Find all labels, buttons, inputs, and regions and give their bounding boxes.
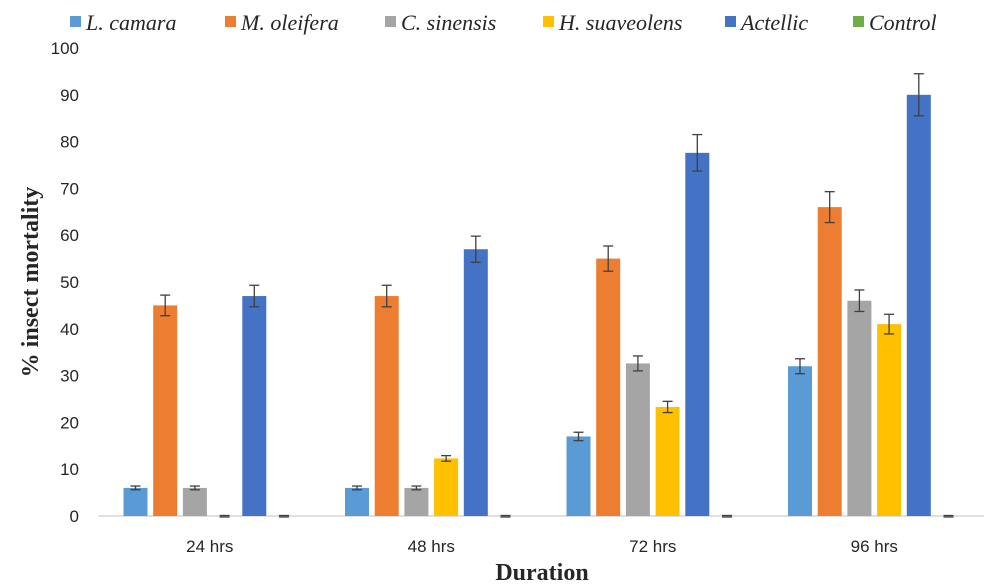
y-axis-title: % insect mortality	[18, 187, 44, 378]
y-tick-label: 0	[70, 507, 79, 526]
error-bar	[884, 313, 895, 335]
legend-swatch	[385, 16, 396, 27]
bar-h-suaveolens-72-hrs	[655, 406, 680, 516]
error-bar	[279, 514, 289, 518]
error-bar	[913, 73, 924, 117]
bar-m-oleifera-96-hrs	[817, 207, 842, 516]
bar-l-camara-72-hrs	[566, 436, 591, 516]
legend-swatch	[725, 16, 736, 27]
x-tick-label: 72 hrs	[629, 537, 676, 556]
error-bar	[160, 294, 171, 317]
x-tick-label: 96 hrs	[851, 537, 898, 556]
error-bar	[130, 485, 141, 491]
y-tick-label: 70	[60, 179, 79, 198]
y-tick-label: 90	[60, 86, 79, 105]
y-tick-label: 100	[51, 39, 79, 58]
bar-m-oleifera-72-hrs	[596, 258, 621, 516]
error-bar	[603, 245, 614, 272]
legend-label: L. camara	[85, 10, 176, 35]
x-axis-ticks: 24 hrs 48 hrs 72 hrs 96 hrs	[186, 537, 898, 556]
legend-label: Control	[869, 10, 937, 35]
bar-actellic-72-hrs	[685, 152, 710, 516]
legend-swatch	[853, 16, 864, 27]
y-tick-label: 10	[60, 460, 79, 479]
error-bar	[722, 514, 732, 518]
legend-item: H. suaveolens	[543, 10, 682, 35]
legend-item: Actellic	[725, 10, 808, 35]
x-axis-title: Duration	[495, 560, 588, 584]
error-bar	[470, 235, 481, 263]
y-tick-label: 20	[60, 413, 79, 432]
bar-l-camara-96-hrs	[788, 366, 812, 516]
bar-c-sinensis-96-hrs	[847, 300, 872, 516]
bar-c-sinensis-24-hrs	[182, 487, 207, 516]
legend: L. camara M. oleifera C. sinensis H. suaveo…	[70, 10, 937, 35]
legend-item: M. oleifera	[225, 10, 339, 35]
bar-h-suaveolens-96-hrs	[877, 324, 902, 516]
bar-actellic-48-hrs	[463, 249, 488, 517]
bar-c-sinensis-72-hrs	[625, 363, 650, 516]
y-tick-label: 60	[60, 226, 79, 245]
error-bar	[632, 355, 643, 372]
bar-actellic-96-hrs	[906, 94, 931, 517]
bar-actellic-24-hrs	[242, 296, 267, 516]
y-tick-label: 80	[60, 133, 79, 152]
legend-label: C. sinensis	[401, 10, 496, 35]
legend-item: L. camara	[70, 10, 176, 35]
y-tick-label: 40	[60, 320, 79, 339]
error-bar	[824, 191, 835, 224]
error-bar	[352, 485, 362, 491]
legend-swatch	[70, 16, 81, 27]
error-bar	[662, 400, 673, 414]
error-bar	[189, 485, 200, 491]
error-bar	[500, 514, 511, 518]
legend-swatch	[225, 16, 236, 27]
legend-item: Control	[853, 10, 937, 35]
y-axis-ticks: 0 10 20 30 40 50 60 70 80 90 100	[51, 39, 79, 526]
error-bar	[943, 514, 954, 518]
bar-l-camara-24-hrs	[123, 487, 148, 516]
bar-m-oleifera-48-hrs	[374, 296, 399, 516]
legend-swatch	[543, 16, 554, 27]
error-bar	[249, 284, 260, 308]
error-bar	[795, 358, 805, 375]
error-bar	[381, 284, 392, 308]
bar-l-camara-48-hrs	[345, 487, 369, 516]
legend-label: Actellic	[739, 10, 808, 35]
error-bar	[441, 454, 452, 462]
error-bar	[411, 485, 422, 491]
legend-label: H. suaveolens	[558, 10, 682, 35]
error-bar	[854, 289, 865, 313]
bars	[123, 73, 954, 518]
y-tick-label: 30	[60, 367, 79, 386]
error-bar	[219, 514, 230, 518]
bar-c-sinensis-48-hrs	[404, 487, 429, 516]
bar-h-suaveolens-48-hrs	[434, 458, 459, 516]
error-bar	[692, 133, 703, 172]
x-tick-label: 48 hrs	[408, 537, 455, 556]
legend-item: C. sinensis	[385, 10, 496, 35]
y-tick-label: 50	[60, 273, 79, 292]
bar-m-oleifera-24-hrs	[153, 305, 178, 516]
legend-label: M. oleifera	[240, 10, 339, 35]
error-bar	[573, 431, 584, 442]
x-tick-label: 24 hrs	[186, 537, 233, 556]
